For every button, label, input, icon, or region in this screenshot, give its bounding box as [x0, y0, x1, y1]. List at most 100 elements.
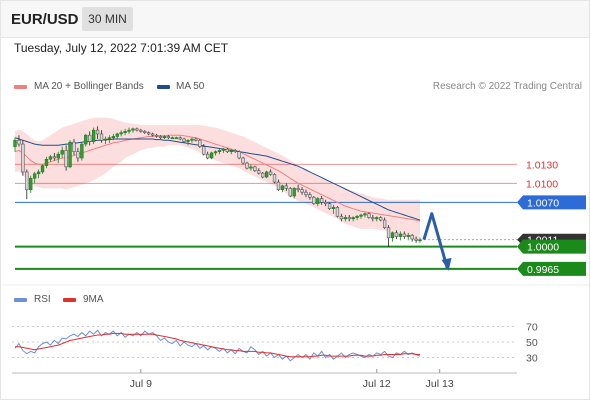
forecast-arrow-head: [441, 257, 452, 271]
price-level-1-0100-label: 1.0100: [526, 178, 558, 190]
rsi-tick-label: 50: [526, 337, 538, 349]
candle-body: [40, 165, 45, 173]
candle-body: [261, 172, 265, 178]
candle-body: [68, 141, 72, 168]
candle-body: [111, 136, 115, 139]
price-level-1-0000-label: 1.0000: [527, 242, 559, 254]
candle-body: [351, 217, 355, 220]
candle-body: [229, 150, 233, 152]
candle-body: [300, 189, 304, 193]
candle-body: [64, 150, 68, 168]
rsi-ma-line: [15, 332, 420, 358]
candle-body: [331, 207, 336, 209]
candle-body: [48, 156, 53, 160]
candle-body: [162, 136, 167, 139]
candle-body: [382, 219, 387, 228]
candle-body: [107, 137, 112, 140]
candle-body: [276, 181, 281, 190]
candle-body: [17, 139, 21, 145]
candle-body: [206, 153, 210, 159]
forecast-arrow: [422, 212, 449, 270]
candle-body: [390, 232, 395, 239]
candle-body: [316, 198, 320, 204]
candle-body: [253, 166, 257, 171]
candle-body: [147, 132, 151, 135]
candle-body: [127, 129, 131, 132]
candle-body: [158, 136, 163, 139]
candle-body: [410, 234, 414, 240]
candle-body: [280, 185, 285, 190]
candle-body: [186, 139, 190, 142]
rsi-tick-label: 30: [526, 353, 538, 365]
candle-body: [217, 150, 222, 152]
candle-body: [72, 141, 76, 152]
candle-body: [343, 217, 347, 220]
candle-body: [296, 188, 300, 190]
candle-body: [178, 137, 182, 140]
candle-body: [99, 133, 104, 141]
ma9-legend-swatch: [63, 298, 76, 302]
ma50-line: [14, 137, 421, 221]
candle-body: [284, 185, 288, 189]
price-level-0-9965-tag: [517, 261, 586, 276]
candle-body: [288, 188, 292, 197]
candle-body: [406, 234, 410, 237]
candle-body: [402, 233, 406, 237]
candle-body: [194, 138, 198, 141]
candle-body: [21, 143, 25, 173]
candle-body: [245, 162, 249, 169]
candle-body: [386, 227, 391, 239]
timeframe-button[interactable]: 30 MIN: [82, 7, 133, 31]
candle-body: [198, 139, 202, 147]
candle-body: [213, 151, 218, 154]
candle-body: [13, 139, 17, 147]
candle-body: [394, 232, 399, 237]
candle-body: [379, 217, 383, 221]
bollinger-band: [15, 117, 420, 243]
candle-body: [60, 150, 64, 155]
candle-body: [272, 174, 277, 183]
candle-body: [257, 170, 261, 174]
candle-body: [76, 151, 80, 159]
price-level-1-0000-tag: [517, 239, 586, 254]
candle-body: [418, 239, 422, 241]
candle-body: [398, 233, 403, 237]
x-tick-label: Jul 12: [363, 378, 391, 390]
candle-body: [135, 128, 139, 131]
ma50-legend-label: MA 50: [176, 81, 205, 92]
candle-body: [202, 146, 206, 155]
candle-body: [52, 156, 56, 159]
candle-body: [359, 214, 363, 217]
candle-body: [371, 217, 375, 220]
candle-body: [115, 133, 119, 137]
bollinger-legend-label: MA 20 + Bollinger Bands: [34, 81, 144, 92]
candle-body: [119, 132, 123, 135]
candle-body: [339, 215, 344, 220]
candle-body: [131, 128, 135, 131]
candle-body: [123, 131, 127, 133]
x-tick-label: Jul 9: [130, 378, 152, 390]
bollinger-legend-swatch: [14, 85, 27, 89]
candle-body: [209, 152, 214, 159]
rsi-line: [14, 329, 421, 362]
candle-body: [233, 150, 237, 152]
candle-body: [170, 137, 174, 140]
candle-body: [139, 129, 143, 132]
price-level-1-0070-tag: [517, 195, 586, 210]
candle-body: [363, 213, 367, 216]
ma9-legend-label: 9MA: [83, 294, 104, 305]
candle-body: [166, 136, 171, 139]
header-bar: EUR/USD 30 MIN: [1, 1, 589, 38]
candle-body: [25, 171, 29, 190]
candle-body: [335, 207, 340, 217]
rsi-legend-swatch: [14, 298, 27, 302]
timestamp: Tuesday, July 12, 2022 7:01:39 AM CET: [14, 41, 229, 55]
candle-body: [91, 129, 96, 142]
candle-body: [414, 238, 418, 241]
ma50-legend-swatch: [157, 85, 170, 89]
candle-body: [312, 196, 316, 204]
rsi-tick-label: 70: [526, 321, 538, 333]
price-level-0-9965-label: 0.9965: [527, 264, 559, 276]
candle-body: [95, 129, 100, 135]
